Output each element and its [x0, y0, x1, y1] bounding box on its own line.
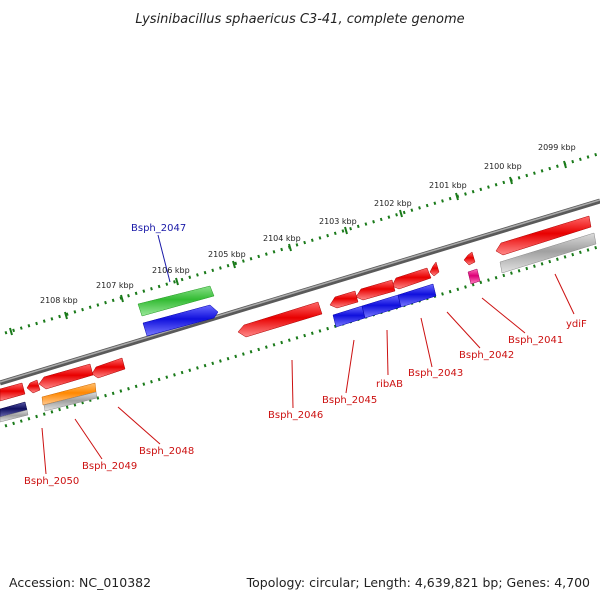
- gene-label[interactable]: Bsph_2048: [139, 446, 194, 457]
- gene-label[interactable]: Bsph_2049: [82, 461, 137, 472]
- accession-text: Accession: NC_010382: [9, 575, 151, 590]
- gene-label[interactable]: Bsph_2047: [131, 223, 186, 234]
- kbp-label: 2103 kbp: [319, 217, 357, 226]
- gene-label[interactable]: Bsph_2041: [508, 335, 563, 346]
- gene-labels: Bsph_2047 Bsph_2041 ydiF Bsph_2042 Bsph_…: [24, 223, 587, 487]
- reverse-genes: [0, 215, 597, 423]
- gene-ydif[interactable]: [499, 232, 597, 274]
- kbp-label: 2100 kbp: [484, 162, 522, 171]
- gene-bsph-2047-green[interactable]: [137, 285, 215, 317]
- gene-ribab-red[interactable]: [391, 267, 432, 290]
- gene-gray-small[interactable]: [43, 391, 98, 412]
- kbp-label: 2106 kbp: [152, 266, 190, 275]
- map-title: Lysinibacillus sphaericus C3-41, complet…: [135, 12, 464, 27]
- gene-bsph-2042[interactable]: [463, 251, 476, 266]
- genome-summary-text: Topology: circular; Length: 4,639,821 bp…: [246, 575, 590, 590]
- gene-bsph-2041[interactable]: [495, 215, 592, 256]
- major-ticks: [9, 160, 567, 336]
- gene-bsph-2043[interactable]: [429, 261, 440, 277]
- gene-blue-3[interactable]: [397, 283, 437, 308]
- kbp-label: 2105 kbp: [208, 250, 246, 259]
- forward-genes: [137, 285, 219, 337]
- gene-bsph-2050-small[interactable]: [26, 379, 41, 394]
- gene-blue-1[interactable]: [332, 305, 366, 328]
- gene-label[interactable]: Bsph_2042: [459, 350, 514, 361]
- kbp-label: 2101 kbp: [429, 181, 467, 190]
- gene-label[interactable]: ydiF: [566, 319, 587, 330]
- leader-lines: [41, 234, 575, 475]
- gene-label[interactable]: Bsph_2043: [408, 368, 463, 379]
- gene-bsph-2049-red[interactable]: [38, 363, 94, 390]
- gene-label[interactable]: Bsph_2050: [24, 476, 79, 487]
- gene-ribab-red-2[interactable]: [355, 279, 396, 301]
- gene-label[interactable]: ribAB: [376, 379, 403, 390]
- gene-bsph-2045-red[interactable]: [329, 290, 359, 309]
- kbp-label: 2104 kbp: [263, 234, 301, 243]
- genome-backbone: [0, 198, 600, 386]
- gene-bsph-2050-red[interactable]: [0, 382, 26, 402]
- gene-bsph-2046[interactable]: [237, 301, 323, 338]
- kbp-labels: 2099 kbp 2100 kbp 2101 kbp 2102 kbp 2103…: [40, 143, 576, 305]
- kbp-label: 2099 kbp: [538, 143, 576, 152]
- kbp-label: 2108 kbp: [40, 296, 78, 305]
- kbp-label: 2107 kbp: [96, 281, 134, 290]
- gene-gray-edge[interactable]: [0, 409, 29, 423]
- gene-bsph-2047-blue[interactable]: [142, 304, 219, 337]
- kbp-label: 2102 kbp: [374, 199, 412, 208]
- gene-bsph-2048[interactable]: [91, 357, 126, 379]
- gene-magenta[interactable]: [467, 268, 481, 285]
- gene-label[interactable]: Bsph_2046: [268, 410, 323, 421]
- gene-label[interactable]: Bsph_2045: [322, 395, 377, 406]
